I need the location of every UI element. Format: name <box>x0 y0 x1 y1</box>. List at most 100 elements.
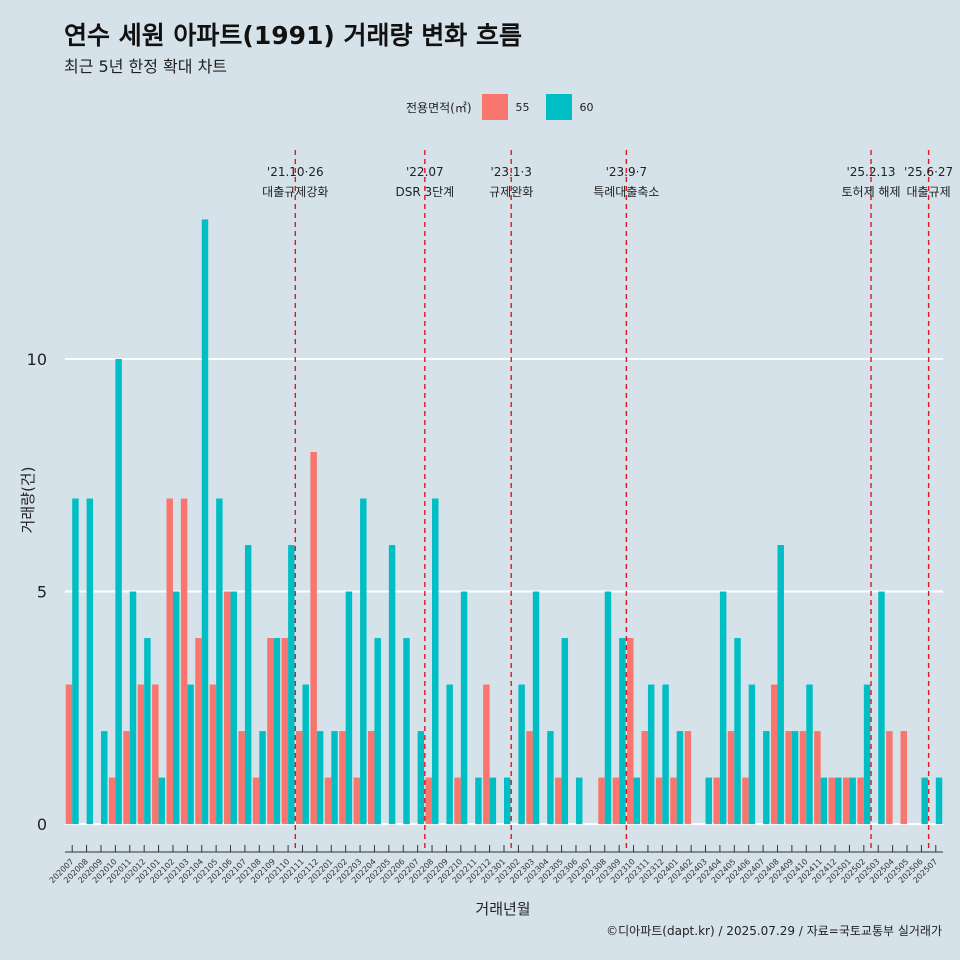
bar-55-202104 <box>195 638 202 825</box>
bar-60-202502 <box>863 684 871 825</box>
bar-60-202210 <box>460 591 468 825</box>
bar-55-202502 <box>857 777 864 825</box>
bar-60-202204 <box>374 638 381 825</box>
bar-55-202504 <box>886 731 893 825</box>
event-name-label: 대출규제강화 <box>262 185 328 199</box>
legend-label-60: 60 <box>579 100 594 114</box>
bar-60-202311 <box>647 684 655 825</box>
bar-55-202110 <box>281 638 289 825</box>
bar-55-202107 <box>238 731 245 825</box>
bar-55-202109 <box>267 638 274 825</box>
bar-60-202406 <box>748 684 756 825</box>
bar-55-202102 <box>166 498 173 825</box>
event-name-label: 특례대출축소 <box>593 185 659 199</box>
y-tick-label: 10 <box>27 350 47 369</box>
legend-swatch-60 <box>545 94 572 120</box>
legend: 전용면적(㎡) 55 60 <box>406 94 610 120</box>
bar-55-202408 <box>770 684 778 825</box>
bar-60-202411 <box>820 777 828 825</box>
bar-60-202203 <box>360 498 367 825</box>
bar-55-202411 <box>814 731 821 825</box>
bar-60-202109 <box>273 638 281 825</box>
bar-55-202404 <box>713 777 720 825</box>
bar-55-202111 <box>296 731 303 825</box>
bar-55-202305 <box>555 777 562 825</box>
bar-60-202007 <box>72 498 79 825</box>
bar-60-202211 <box>475 777 482 825</box>
bar-60-202305 <box>561 638 569 825</box>
bar-60-202103 <box>187 684 194 825</box>
bar-55-202412 <box>828 777 836 825</box>
bar-60-202202 <box>345 591 353 825</box>
bar-55-202311 <box>641 731 648 825</box>
bar-55-202204 <box>367 731 375 825</box>
bar-55-202105 <box>209 684 217 825</box>
bar-60-202206 <box>403 638 410 825</box>
bar-60-202410 <box>806 684 813 825</box>
bar-60-202008 <box>86 498 94 825</box>
bar-55-202401 <box>670 777 677 825</box>
bar-55-202212 <box>483 684 490 825</box>
bar-60-202104 <box>201 219 209 825</box>
bar-60-202503 <box>878 591 885 825</box>
bar-60-202501 <box>849 777 856 825</box>
bar-60-202408 <box>777 545 784 825</box>
bar-60-202207 <box>417 731 425 825</box>
bar-60-202208 <box>432 498 439 825</box>
bar-60-202201 <box>331 731 338 825</box>
y-tick-label: 0 <box>37 815 47 834</box>
caption: ©디아파트(dapt.kr) / 2025.07.29 / 자료=국토교통부 실… <box>606 924 942 938</box>
bar-60-202112 <box>316 731 324 825</box>
bar-60-202403 <box>705 777 712 825</box>
event-date-label: '23.1·3 <box>490 165 531 179</box>
event-date-label: '25.2.13 <box>846 165 895 179</box>
bar-60-202506 <box>921 777 928 825</box>
legend-swatch-55 <box>481 94 508 120</box>
bar-60-202009 <box>100 731 108 825</box>
bar-55-202210 <box>454 777 461 825</box>
bar-60-202011 <box>129 591 137 825</box>
bar-55-202011 <box>123 731 130 825</box>
event-date-label: '25.6·27 <box>904 165 953 179</box>
bar-60-202301 <box>504 777 511 825</box>
bar-55-202501 <box>842 777 850 825</box>
bar-60-202205 <box>388 545 396 825</box>
bar-55-202312 <box>655 777 663 825</box>
bar-55-202108 <box>252 777 260 825</box>
bar-60-202102 <box>172 591 180 825</box>
bar-60-202110 <box>288 545 295 825</box>
bar-60-202312 <box>662 684 669 825</box>
bar-60-202310 <box>633 777 641 825</box>
bar-55-202405 <box>727 731 735 825</box>
bar-60-202107 <box>244 545 252 825</box>
bar-55-202303 <box>526 731 533 825</box>
bar-60-202303 <box>532 591 540 825</box>
bar-55-202402 <box>684 731 692 825</box>
bar-55-202101 <box>152 684 159 825</box>
bar-55-202310 <box>627 638 634 825</box>
bar-60-202308 <box>604 591 612 825</box>
bar-55-202202 <box>339 731 346 825</box>
bar-55-202208 <box>425 777 433 825</box>
bar-60-202407 <box>763 731 770 825</box>
bar-55-202012 <box>137 684 145 825</box>
legend-title: 전용면적(㎡) <box>406 100 472 115</box>
bar-55-202103 <box>180 498 188 825</box>
bar-60-202212 <box>489 777 497 825</box>
bar-60-202304 <box>547 731 554 825</box>
bar-55-202201 <box>324 777 332 825</box>
bar-60-202105 <box>216 498 223 825</box>
bar-55-202010 <box>108 777 116 825</box>
event-name-label: 토허제 해제 <box>842 185 901 199</box>
bar-60-202108 <box>259 731 266 825</box>
bar-60-202412 <box>835 777 842 825</box>
event-name-label: 대출규제 <box>907 185 951 199</box>
event-date-label: '23.9·7 <box>606 165 647 179</box>
bar-55-202309 <box>612 777 620 825</box>
bar-55-202112 <box>310 451 317 825</box>
y-axis-title: 거래량(건) <box>19 467 37 534</box>
bar-60-202010 <box>115 358 122 825</box>
x-axis-title: 거래년월 <box>475 900 530 918</box>
bar-55-202410 <box>799 731 807 825</box>
